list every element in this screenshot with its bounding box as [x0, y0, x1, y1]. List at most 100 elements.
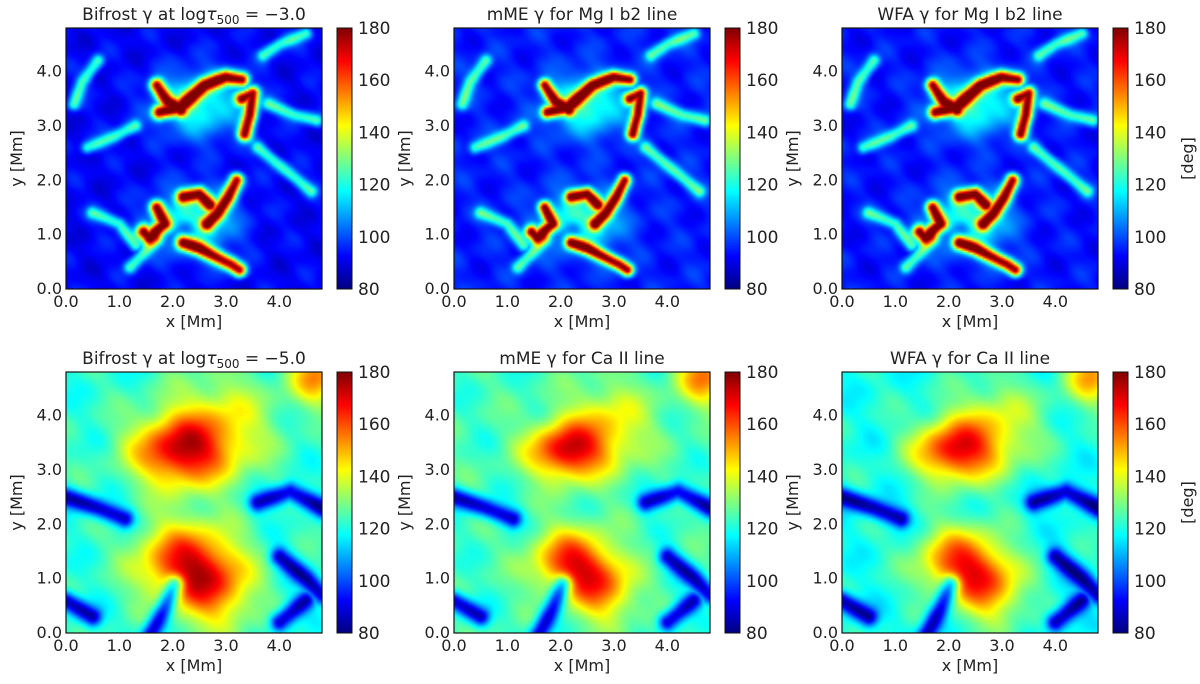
colorbar-tick-label: 120 — [1134, 176, 1166, 196]
heatmap-image — [842, 372, 1098, 633]
colorbar-tick-label: 140 — [358, 467, 390, 487]
colorbar-tick-label: 80 — [1134, 624, 1156, 644]
x-tick-label: 0.0 — [829, 292, 854, 311]
colorbar-tick-label: 140 — [358, 123, 390, 143]
colorbar-tick-label: 100 — [1134, 572, 1166, 592]
colorbar-tick-label: 80 — [1134, 280, 1156, 300]
x-tick-label: 1.0 — [883, 636, 908, 655]
y-tick-label: 3.0 — [813, 116, 838, 135]
x-axis-label: x [Mm] — [554, 312, 610, 331]
y-tick-label: 1.0 — [37, 569, 62, 588]
y-tick-label: 0.0 — [37, 623, 62, 642]
x-tick-label: 4.0 — [1043, 292, 1068, 311]
y-tick-label: 0.0 — [813, 279, 838, 298]
panel-title: Bifrost γ at logτ500 = −3.0 — [82, 5, 306, 27]
colorbar-tick-label: 160 — [1134, 71, 1166, 91]
panel-title: WFA γ for Ca II line — [890, 349, 1050, 369]
y-tick-label: 4.0 — [37, 62, 62, 81]
colorbar-tick-label: 160 — [358, 415, 390, 435]
y-tick-label: 1.0 — [425, 569, 450, 588]
x-tick-label: 4.0 — [267, 292, 292, 311]
x-tick-label: 3.0 — [213, 292, 238, 311]
colorbar-tick-label: 120 — [746, 176, 778, 196]
y-tick-label: 1.0 — [813, 569, 838, 588]
colorbar-tick-label: 140 — [746, 123, 778, 143]
x-tick-label: 3.0 — [601, 292, 626, 311]
x-tick-label: 3.0 — [989, 292, 1014, 311]
colorbar — [336, 27, 353, 290]
y-tick-label: 3.0 — [37, 460, 62, 479]
colorbar — [724, 371, 741, 634]
y-axis-label: y [Mm] — [783, 130, 802, 186]
y-tick-label: 2.0 — [813, 170, 838, 189]
colorbar-tick-label: 100 — [746, 572, 778, 592]
x-tick-label: 2.0 — [548, 292, 573, 311]
y-axis-label: y [Mm] — [395, 474, 414, 530]
colorbar-tick-label: 100 — [746, 228, 778, 248]
y-tick-label: 3.0 — [425, 116, 450, 135]
colorbar-tick-label: 160 — [358, 71, 390, 91]
x-tick-label: 1.0 — [495, 292, 520, 311]
y-tick-label: 2.0 — [813, 514, 838, 533]
y-tick-label: 1.0 — [37, 225, 62, 244]
y-axis-label: y [Mm] — [395, 130, 414, 186]
colorbar-tick-label: 80 — [358, 280, 380, 300]
y-tick-label: 2.0 — [425, 514, 450, 533]
x-tick-label: 2.0 — [160, 636, 185, 655]
x-tick-label: 3.0 — [989, 636, 1014, 655]
colorbar-tick-label: 160 — [1134, 415, 1166, 435]
colorbar-tick-label: 80 — [746, 624, 768, 644]
colorbar-tick-label: 140 — [746, 467, 778, 487]
y-tick-label: 2.0 — [425, 170, 450, 189]
y-axis-label: y [Mm] — [7, 474, 26, 530]
y-tick-label: 1.0 — [425, 225, 450, 244]
colorbar-tick-label: 140 — [1134, 123, 1166, 143]
y-tick-label: 0.0 — [37, 279, 62, 298]
x-tick-label: 1.0 — [107, 292, 132, 311]
x-axis-label: x [Mm] — [166, 312, 222, 331]
x-tick-label: 3.0 — [601, 636, 626, 655]
y-tick-label: 4.0 — [813, 406, 838, 425]
y-axis-label: y [Mm] — [783, 474, 802, 530]
x-tick-label: 2.0 — [936, 636, 961, 655]
colorbar-tick-label: 120 — [358, 520, 390, 540]
x-tick-label: 1.0 — [883, 292, 908, 311]
colorbar-tick-label: 100 — [358, 228, 390, 248]
colorbar-tick-label: 180 — [746, 363, 778, 383]
colorbar — [724, 27, 741, 290]
heatmap-panel-1: Bifrost γ at logτ500 = −3.0 0.0 1.0 2.0 3.0 4… — [7, 5, 390, 331]
heatmap-image — [454, 372, 710, 633]
y-tick-label: 3.0 — [813, 460, 838, 479]
x-tick-label: 3.0 — [213, 636, 238, 655]
colorbar-tick-label: 180 — [1134, 19, 1166, 39]
heatmap-image — [66, 372, 322, 633]
x-tick-label: 0.0 — [53, 636, 78, 655]
heatmap-image — [842, 28, 1098, 289]
colorbar — [1112, 371, 1129, 634]
x-axis-label: x [Mm] — [554, 656, 610, 675]
y-tick-label: 2.0 — [37, 170, 62, 189]
colorbar — [1112, 27, 1129, 290]
y-tick-label: 2.0 — [37, 514, 62, 533]
heatmap-image — [66, 28, 322, 289]
colorbar-tick-label: 120 — [746, 520, 778, 540]
y-tick-label: 3.0 — [425, 460, 450, 479]
x-tick-label: 4.0 — [1043, 636, 1068, 655]
x-tick-label: 4.0 — [655, 292, 680, 311]
x-axis-label: x [Mm] — [942, 312, 998, 331]
y-tick-label: 1.0 — [813, 225, 838, 244]
y-tick-label: 3.0 — [37, 116, 62, 135]
x-tick-label: 0.0 — [441, 292, 466, 311]
plot-frame — [453, 27, 711, 290]
x-tick-label: 0.0 — [53, 292, 78, 311]
panel-title: Bifrost γ at logτ500 = −5.0 — [82, 349, 306, 371]
heatmap-image — [454, 28, 710, 289]
x-tick-label: 4.0 — [267, 636, 292, 655]
x-axis-label: x [Mm] — [942, 656, 998, 675]
y-tick-label: 4.0 — [37, 406, 62, 425]
plot-frame — [841, 371, 1099, 634]
heatmap-panel-5: mME γ for Ca II line 0.0 1.0 2.0 3.0 4.0 0.0 1.… — [395, 349, 778, 675]
colorbar-tick-label: 120 — [1134, 520, 1166, 540]
heatmap-panel-2: mME γ for Mg I b2 line 0.0 1.0 2.0 3.0 4.0 0.0… — [395, 5, 778, 331]
